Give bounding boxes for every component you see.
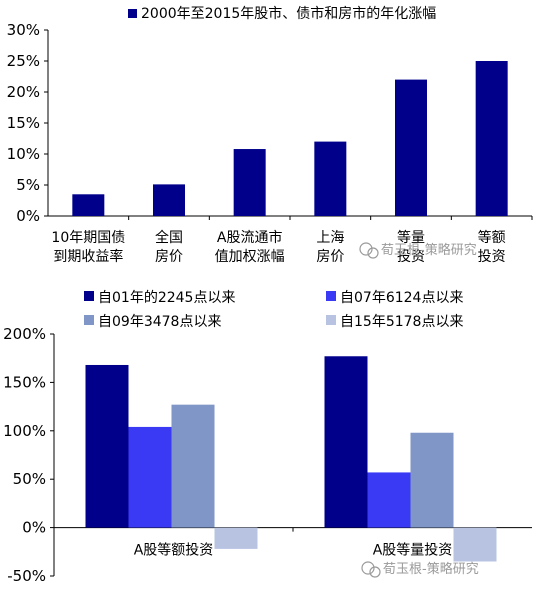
y-tick-label: 50% [13, 470, 46, 488]
category-label: 等量 [397, 229, 425, 246]
category-label: 投资 [397, 249, 425, 265]
category-label: A股等额投资 [134, 542, 214, 559]
bar [171, 404, 215, 528]
watermark-text: 荀玉根-策略研究 [383, 561, 479, 577]
category-label: 到期收益率 [53, 248, 123, 265]
y-tick-label: 0% [16, 207, 40, 225]
annual-returns-chart: 2000年至2015年股市、债市和房市的年化涨幅 0% 5% 10% 15% 20% 25%… [7, 5, 533, 265]
y-tick-label: -50% [7, 567, 46, 585]
bar [324, 356, 368, 528]
category-label: 值加权涨幅 [215, 249, 285, 265]
bar [410, 432, 454, 528]
category-label: 全国 [155, 229, 183, 246]
y-tick-label: 20% [7, 83, 40, 101]
watermark: 荀玉根-策略研究 [361, 561, 479, 578]
legend-swatch [326, 291, 336, 301]
y-tick-label: 30% [7, 21, 40, 39]
bar [153, 184, 185, 216]
y-tick-label: 5% [16, 176, 40, 194]
watermark-text: 荀玉根-策略研究 [381, 242, 477, 258]
category-label: 房价 [316, 249, 344, 265]
bar [367, 472, 411, 528]
category-label: 上海 [316, 230, 344, 246]
category-label: 投资 [478, 249, 506, 265]
bar [233, 149, 266, 216]
y-tick-label: 150% [3, 373, 46, 391]
category-label: 10年期国债 [51, 230, 125, 246]
legend-label: 自07年6124点以来 [340, 290, 463, 306]
y-tick-label: 15% [7, 114, 40, 132]
bar [395, 79, 427, 216]
legend-swatch-annual [128, 9, 137, 18]
legend-swatch [326, 315, 336, 325]
category-label: A股等量投资 [373, 542, 453, 559]
y-tick-label: 200% [3, 325, 46, 343]
bar [85, 364, 129, 528]
wechat-icon [361, 561, 375, 575]
bar [128, 426, 172, 528]
watermark: 荀玉根-策略研究 [359, 242, 477, 259]
legend-label: 自09年3478点以来 [98, 314, 221, 330]
wechat-icon-bubble [369, 566, 381, 578]
wechat-icon-bubble [367, 247, 379, 259]
bar [314, 141, 347, 216]
y-tick-label: 0% [22, 519, 46, 537]
bar [453, 527, 497, 562]
legend-swatch [84, 291, 94, 301]
category-label: A股流通市 [217, 229, 283, 246]
bar [72, 194, 105, 216]
y-tick-label: 100% [3, 422, 46, 440]
legend-label: 自15年5178点以来 [340, 314, 463, 330]
bar [214, 527, 258, 549]
y-tick-label: 10% [7, 145, 40, 163]
legend-swatch [84, 315, 94, 325]
y-tick-label: 25% [7, 52, 40, 70]
wechat-icon [359, 242, 373, 256]
bar [475, 61, 508, 216]
legend-label-annual: 2000年至2015年股市、债市和房市的年化涨幅 [141, 5, 436, 22]
category-label: 房价 [155, 249, 183, 265]
legend-label: 自01年的2245点以来 [98, 290, 235, 306]
category-label: 等额 [478, 229, 506, 246]
